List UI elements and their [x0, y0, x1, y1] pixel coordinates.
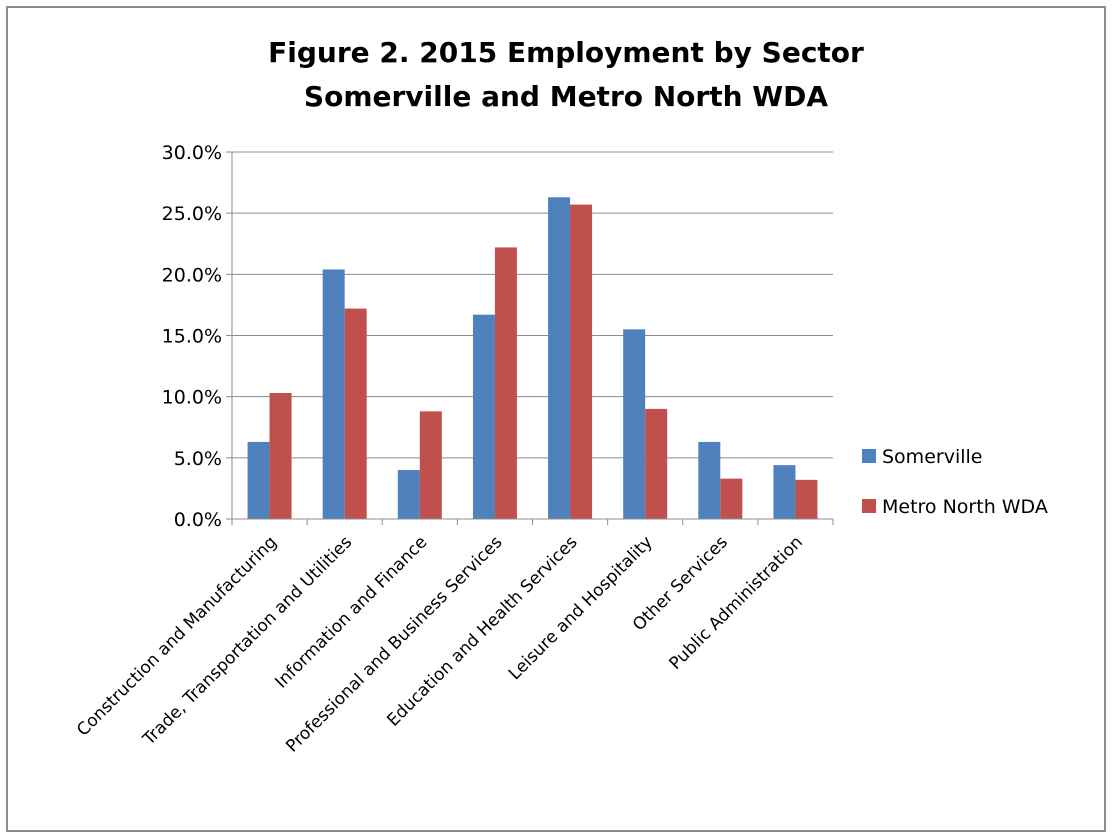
- bar-metro-north-wda: [269, 392, 292, 519]
- y-axis-tick-labels: 0.0% 5.0% 10.0% 15.0% 20.0% 25.0% 30.0%: [162, 142, 232, 531]
- bar-metro-north-wda: [570, 204, 593, 519]
- bar-somerville: [548, 197, 571, 519]
- bar-metro-north-wda: [795, 479, 818, 519]
- bar-somerville: [247, 441, 270, 519]
- y-tick-label: 5.0%: [174, 448, 222, 470]
- x-category-label: Information and Finance: [271, 532, 431, 692]
- bars: [247, 197, 818, 520]
- legend-label-metro-north-wda: Metro North WDA: [882, 496, 1048, 518]
- y-tick-label: 25.0%: [162, 203, 222, 225]
- x-category-label: Leisure and Hospitality: [505, 532, 657, 684]
- chart-title: Figure 2. 2015 Employment by Sector Some…: [268, 36, 864, 113]
- y-tick-label: 0.0%: [174, 509, 222, 531]
- y-tick-label: 15.0%: [162, 326, 222, 348]
- bar-metro-north-wda: [720, 478, 743, 519]
- bar-metro-north-wda: [344, 308, 367, 519]
- y-tick-label: 20.0%: [162, 264, 222, 286]
- x-axis: [231, 152, 834, 525]
- bar-metro-north-wda: [645, 408, 668, 519]
- bar-metro-north-wda: [419, 411, 442, 519]
- legend: Somerville Metro North WDA: [862, 446, 1048, 518]
- legend-swatch-somerville: [862, 449, 876, 463]
- bar-somerville: [322, 269, 345, 519]
- legend-swatch-metro-north-wda: [862, 499, 876, 513]
- chart-title-line-2: Somerville and Metro North WDA: [304, 80, 828, 113]
- y-tick-label: 30.0%: [162, 142, 222, 164]
- chart-title-line-1: Figure 2. 2015 Employment by Sector: [268, 36, 864, 69]
- bar-somerville: [472, 314, 495, 519]
- bar-somerville: [397, 470, 420, 519]
- bar-somerville: [698, 441, 721, 519]
- legend-label-somerville: Somerville: [882, 446, 982, 468]
- gridlines: [232, 151, 833, 459]
- x-category-label: Public Administration: [665, 532, 807, 674]
- y-tick-label: 10.0%: [162, 387, 222, 409]
- bar-somerville: [773, 465, 796, 519]
- bar-somerville: [623, 329, 646, 519]
- bar-metro-north-wda: [494, 247, 517, 520]
